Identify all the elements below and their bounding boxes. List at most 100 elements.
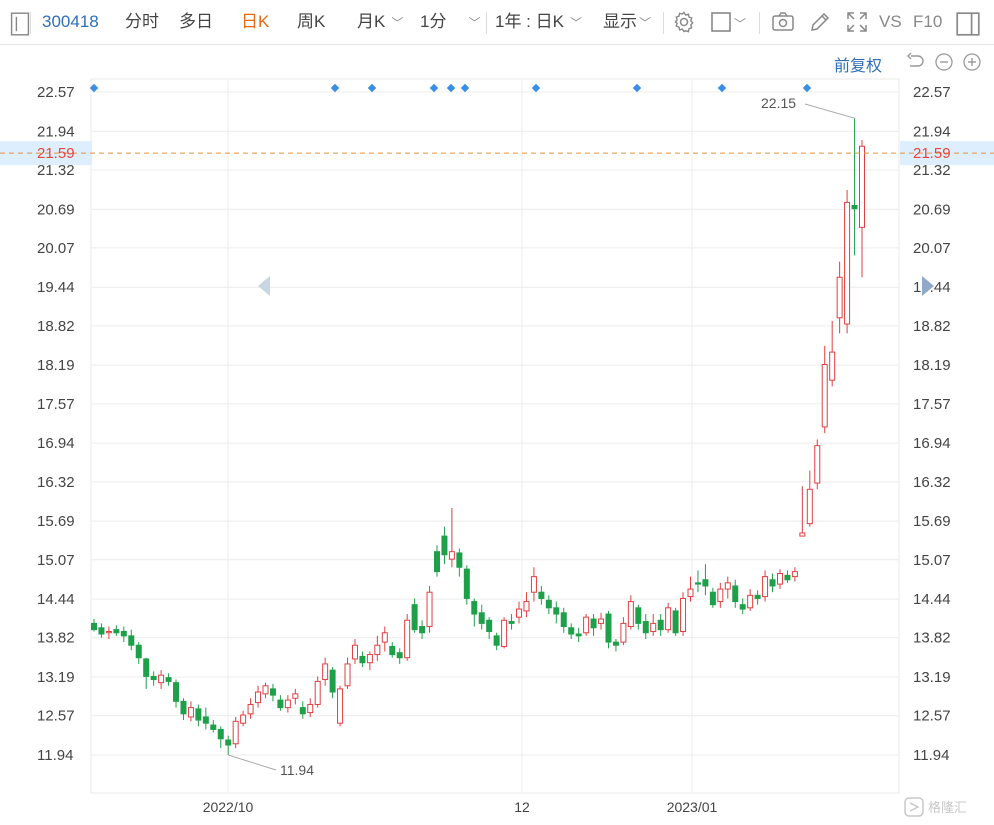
candle[interactable] xyxy=(665,607,672,631)
tab-monthly-k[interactable]: 月K ﹀ xyxy=(357,10,403,35)
candle[interactable] xyxy=(195,708,202,721)
candle[interactable] xyxy=(762,576,769,598)
candle[interactable] xyxy=(553,607,560,615)
candle[interactable] xyxy=(545,599,552,609)
candle[interactable] xyxy=(635,607,642,624)
candle[interactable] xyxy=(217,728,224,740)
event-marker-icon[interactable] xyxy=(446,83,456,93)
candle[interactable] xyxy=(650,622,657,633)
candle[interactable] xyxy=(292,693,299,699)
tab-multi-day[interactable]: 多日 xyxy=(179,12,213,31)
candle[interactable] xyxy=(91,622,97,631)
candle[interactable] xyxy=(672,610,679,634)
candle[interactable] xyxy=(680,597,687,633)
candle[interactable] xyxy=(575,633,582,637)
candle[interactable] xyxy=(337,688,344,724)
candle[interactable] xyxy=(329,669,336,693)
adjust-mode-button[interactable]: 前复权 xyxy=(834,58,883,75)
candle[interactable] xyxy=(620,622,627,643)
candle[interactable] xyxy=(351,644,358,660)
undo-icon[interactable] xyxy=(906,52,926,72)
candle[interactable] xyxy=(590,618,597,629)
candle[interactable] xyxy=(478,612,485,624)
panel-toggle-icon[interactable] xyxy=(8,12,30,36)
sidebar-toggle-icon[interactable] xyxy=(956,12,980,36)
candle[interactable] xyxy=(560,612,567,628)
candle[interactable] xyxy=(493,635,500,646)
gear-icon[interactable] xyxy=(672,10,696,34)
event-marker-icon[interactable] xyxy=(531,83,541,93)
tab-weekly-k[interactable]: 周K xyxy=(297,12,326,31)
candle[interactable] xyxy=(657,619,664,631)
candle[interactable] xyxy=(456,552,463,568)
display-select[interactable]: 显示 ﹀ xyxy=(603,10,651,35)
candle[interactable] xyxy=(247,703,254,715)
event-marker-icon[interactable] xyxy=(429,83,439,93)
candle[interactable] xyxy=(269,688,276,696)
candle[interactable] xyxy=(105,631,112,634)
candle[interactable] xyxy=(284,699,291,709)
candle[interactable] xyxy=(486,619,493,633)
event-marker-icon[interactable] xyxy=(717,83,727,93)
candle[interactable] xyxy=(262,685,269,695)
candle[interactable] xyxy=(344,663,351,687)
candle[interactable] xyxy=(128,635,135,646)
candle[interactable] xyxy=(724,582,731,590)
event-marker-icon[interactable] xyxy=(330,83,340,93)
candle[interactable] xyxy=(568,627,575,635)
event-marker-icon[interactable] xyxy=(632,83,642,93)
candle[interactable] xyxy=(277,699,284,709)
candle[interactable] xyxy=(187,707,194,718)
candle[interactable] xyxy=(739,604,746,610)
candle[interactable] xyxy=(732,585,739,603)
candle[interactable] xyxy=(322,663,329,681)
candle[interactable] xyxy=(583,616,590,634)
candle[interactable] xyxy=(180,700,187,715)
candle[interactable] xyxy=(523,601,530,612)
candle[interactable] xyxy=(627,601,634,628)
candle[interactable] xyxy=(411,604,418,631)
candle[interactable] xyxy=(687,588,694,598)
candle[interactable] xyxy=(381,632,388,643)
candle[interactable] xyxy=(463,568,470,599)
candle[interactable] xyxy=(605,613,612,643)
candle[interactable] xyxy=(806,488,813,525)
event-marker-icon[interactable] xyxy=(802,83,812,93)
candle[interactable] xyxy=(516,608,523,618)
candle[interactable] xyxy=(374,644,381,656)
candle[interactable] xyxy=(158,674,165,684)
candle[interactable] xyxy=(799,532,806,537)
scroll-right-arrow-icon[interactable] xyxy=(922,276,934,296)
candle[interactable] xyxy=(612,641,619,646)
candle[interactable] xyxy=(240,714,247,724)
candle[interactable] xyxy=(538,591,545,599)
f10-button[interactable]: F10 xyxy=(913,12,943,31)
candle[interactable] xyxy=(694,582,701,585)
candle[interactable] xyxy=(829,351,836,381)
candle[interactable] xyxy=(389,645,396,656)
candle[interactable] xyxy=(135,644,142,659)
candle[interactable] xyxy=(821,364,828,428)
candle[interactable] xyxy=(508,621,515,624)
candle[interactable] xyxy=(150,675,157,681)
candle[interactable] xyxy=(426,591,433,628)
period-select[interactable]: 1年 : 日K ﹀ xyxy=(495,10,582,35)
candle[interactable] xyxy=(419,626,426,634)
candle[interactable] xyxy=(98,627,105,635)
chevron-down-icon[interactable]: ﹀ xyxy=(734,17,747,31)
candle[interactable] xyxy=(225,739,232,746)
candle[interactable] xyxy=(844,201,851,325)
candle[interactable] xyxy=(433,551,440,573)
candle[interactable] xyxy=(202,716,209,724)
candle[interactable] xyxy=(448,551,455,560)
candle[interactable] xyxy=(404,619,411,659)
candle[interactable] xyxy=(143,658,150,677)
candlestick-chart[interactable]: 22.57 22.57 21.94 21.94 21.32 21.32 20.69 20.69… xyxy=(0,45,994,825)
candle[interactable] xyxy=(165,677,172,682)
candle[interactable] xyxy=(307,703,314,714)
candle[interactable] xyxy=(717,588,724,603)
candle[interactable] xyxy=(530,576,537,593)
fullscreen-icon[interactable] xyxy=(845,10,869,34)
candle[interactable] xyxy=(173,682,180,702)
candle[interactable] xyxy=(210,724,217,730)
